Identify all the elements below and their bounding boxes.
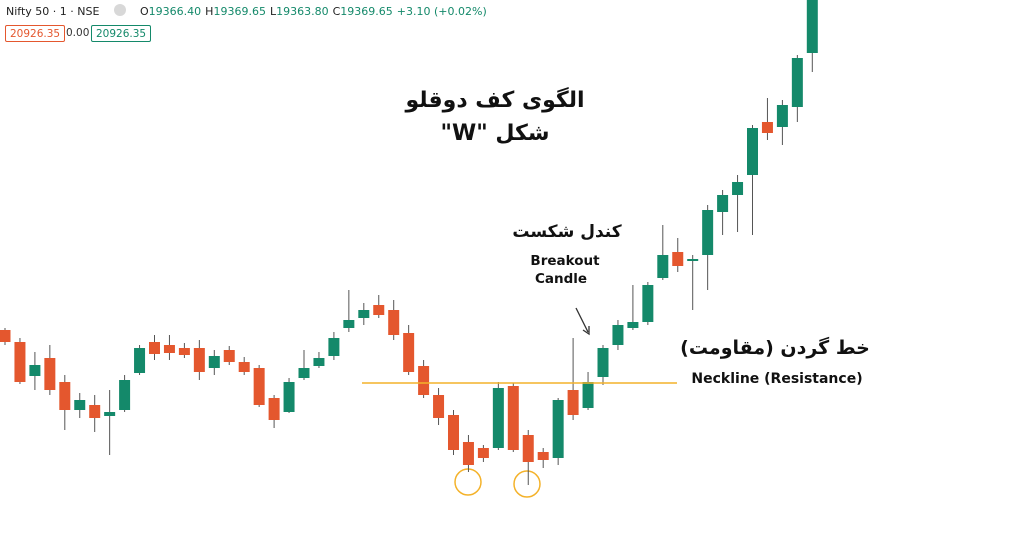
candle-body: [492, 388, 504, 448]
candle-body: [462, 442, 474, 465]
candle-body: [418, 366, 430, 395]
candle-body: [178, 348, 190, 355]
candle-body: [806, 0, 818, 53]
candle-body: [358, 310, 370, 318]
breakout-label: Candle: [534, 271, 588, 287]
neckline-label-fa: خط گردن (مقاومت): [680, 337, 870, 359]
toggle-icon[interactable]: [114, 4, 126, 16]
candle-body: [253, 368, 265, 405]
candle-body: [193, 348, 205, 372]
ohlc: O19366.40 H19369.65 L19363.80 C19369.65 +3.1…: [140, 5, 487, 18]
change: +3.10 (+0.02%): [396, 5, 487, 18]
candle-body: [672, 252, 684, 266]
candle-body: [776, 105, 788, 127]
candle-body: [44, 358, 56, 390]
candle-body: [448, 415, 459, 450]
price-label: 20926.35: [91, 25, 152, 42]
candle-body: [268, 398, 280, 420]
candle-body: [717, 195, 729, 212]
breakout-label-fa: کندل شکست: [512, 222, 622, 242]
title: شکل "W": [440, 121, 550, 146]
candle-body: [373, 305, 385, 315]
candle-body: [747, 128, 758, 175]
candle-body: [761, 122, 773, 133]
candle-body: [119, 380, 131, 410]
arrow-head: [582, 326, 590, 336]
candle-body: [163, 345, 175, 353]
candle-body: [567, 390, 579, 415]
ohlc-value: 19369.65: [340, 5, 393, 18]
candle-body: [537, 452, 549, 460]
candle-body: [74, 400, 86, 410]
ohlc-key: L: [269, 5, 277, 18]
candle-body: [223, 350, 235, 362]
candle-body: [208, 356, 220, 368]
title: الگوی کف دوقلو: [405, 88, 585, 113]
candle-body: [687, 259, 699, 261]
price-label: 20926.35: [5, 25, 66, 42]
ohlc-value: 19363.80: [276, 5, 329, 18]
arrow: [575, 307, 589, 333]
ohlc-key: O: [140, 5, 149, 18]
candle-body: [507, 386, 519, 450]
candle-body: [642, 285, 654, 322]
candle-body: [582, 382, 594, 408]
candle-body: [238, 362, 250, 372]
candle-body: [14, 342, 26, 382]
candle-body: [522, 435, 534, 462]
bottom-marker: [454, 468, 482, 496]
candle-body: [283, 382, 295, 412]
price-label: 0.00: [66, 27, 90, 39]
breakout-label: Breakout: [530, 253, 600, 269]
candle-body: [552, 400, 564, 458]
candle-body: [89, 405, 101, 418]
candle-body: [612, 325, 624, 345]
candle-body: [59, 382, 71, 410]
candle-body: [433, 395, 445, 418]
candle-body: [702, 210, 714, 255]
candle-body: [343, 320, 355, 328]
neckline-label: Neckline (Resistance): [691, 371, 863, 387]
candle-body: [0, 330, 11, 342]
candle-body: [627, 322, 639, 328]
bottom-marker: [513, 470, 541, 498]
candle-body: [29, 365, 41, 376]
candle-body: [134, 348, 146, 373]
ohlc-value: 19369.65: [213, 5, 266, 18]
candle-body: [149, 342, 160, 354]
candle-body: [104, 412, 116, 416]
candle-body: [328, 338, 340, 356]
candle-body: [732, 182, 744, 195]
candle-body: [477, 448, 489, 458]
candle-body: [313, 358, 325, 366]
candle-body: [791, 58, 803, 107]
ohlc-value: 19366.40: [148, 5, 202, 18]
candle-body: [403, 333, 415, 372]
candle-body: [388, 310, 400, 335]
symbol: Nifty 50 · 1 · NSE: [6, 5, 100, 18]
candle-body: [657, 255, 669, 278]
ohlc-key: H: [205, 5, 214, 18]
candle-body: [298, 368, 310, 378]
ohlc-key: C: [332, 5, 341, 18]
candle-body: [597, 348, 609, 377]
